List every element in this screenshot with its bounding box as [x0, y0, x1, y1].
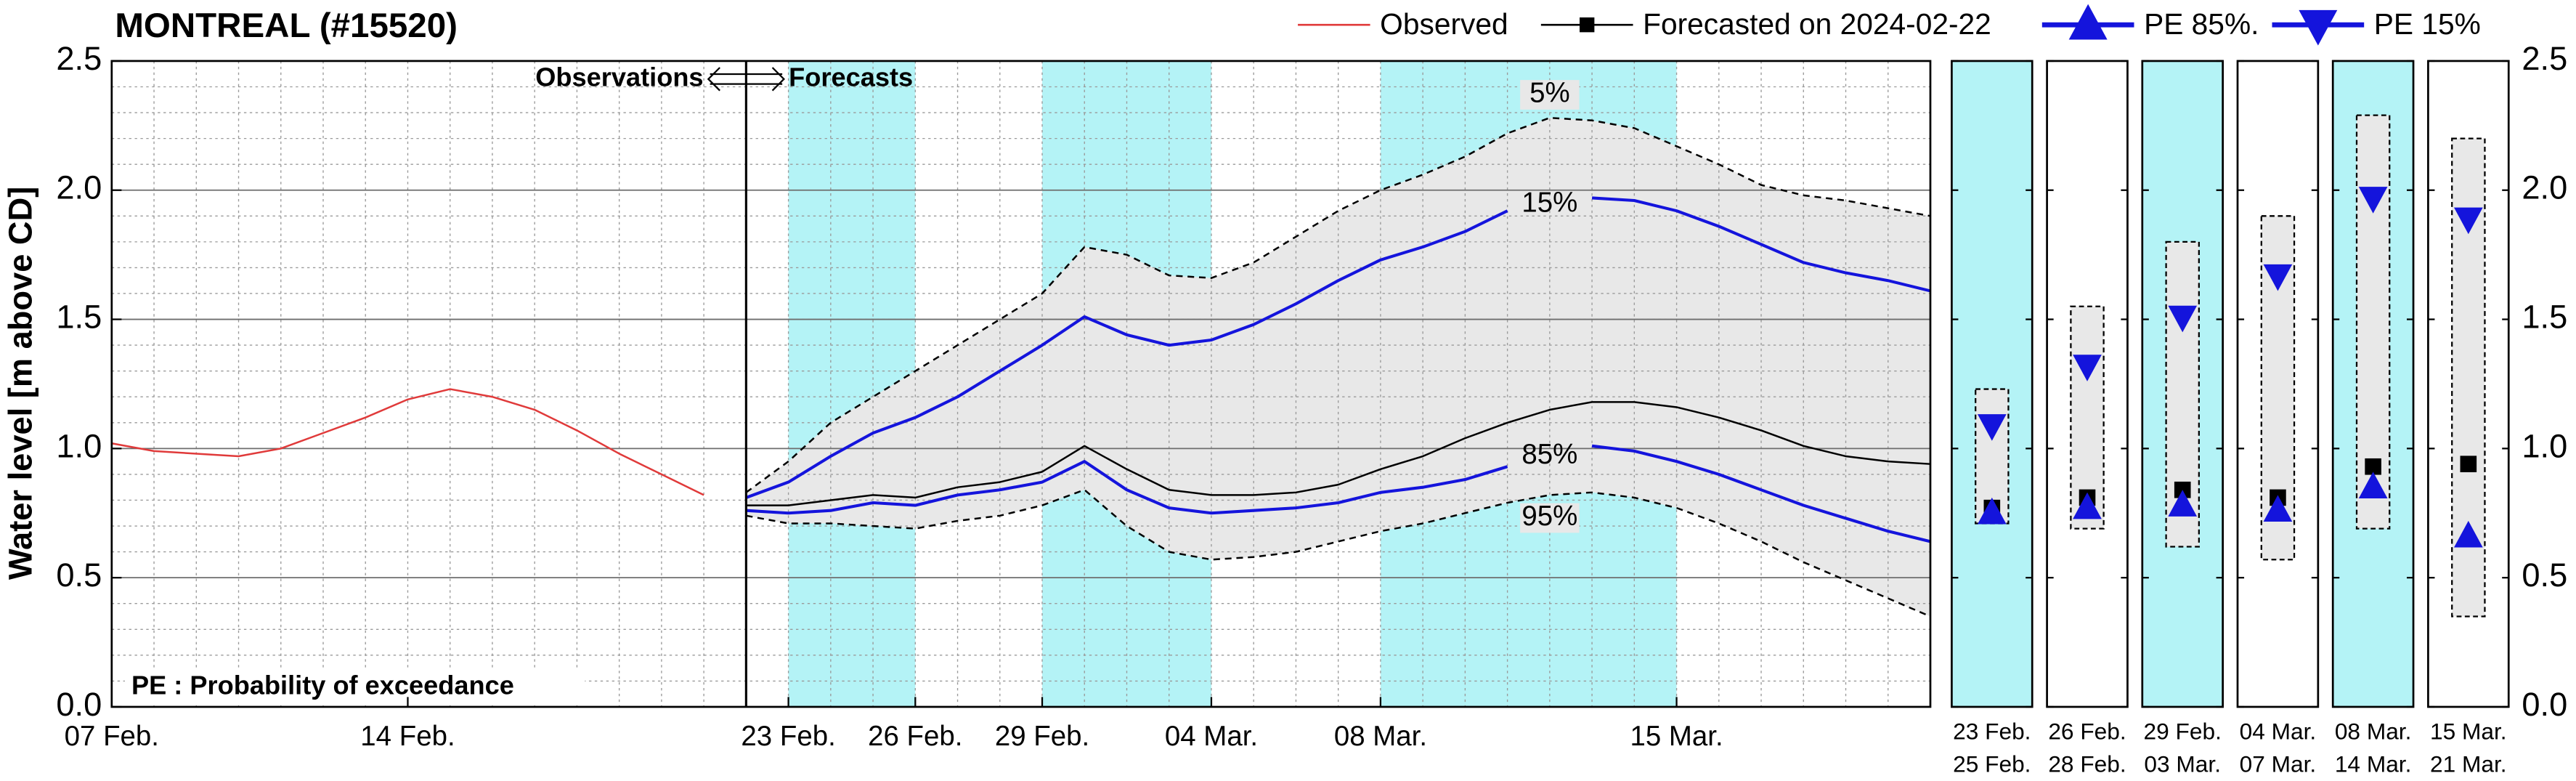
label-bg: [1520, 503, 1580, 533]
legend-label: PE 15%: [2374, 7, 2481, 41]
series-line: [746, 489, 1931, 618]
panel-period-end: 28 Feb.: [2048, 751, 2126, 777]
annotation: Forecasts: [789, 62, 913, 92]
x-tick-label: 15 Mar.: [1630, 721, 1723, 752]
marker-triangle-down: [2263, 264, 2293, 291]
curve-label: 95%: [1521, 501, 1577, 532]
panel-frame: [2331, 60, 2415, 708]
panel-period-start: 08 Mar.: [2335, 719, 2412, 745]
marker-triangle-up: [2453, 520, 2483, 548]
x-tick-label: 04 Mar.: [1165, 721, 1258, 752]
y-tick-label: 2.0: [56, 169, 102, 206]
marker-triangle-down: [2358, 187, 2388, 214]
panel-period-start: 15 Mar.: [2430, 719, 2507, 745]
y-axis-title: Water level [m above CD]: [2, 187, 39, 580]
panel-range-box: [2070, 305, 2105, 530]
y-tick-label: 0.0: [56, 686, 102, 723]
marker-triangle-down: [2453, 207, 2483, 235]
panel-period-end: 25 Feb.: [1953, 751, 2031, 777]
legend-label: PE 85%.: [2144, 7, 2259, 41]
marker-triangle-down: [2168, 305, 2198, 333]
panel-frame: [2046, 60, 2129, 708]
marker-triangle-up: [2263, 495, 2293, 522]
curve-label: 85%: [1521, 439, 1577, 470]
marker-triangle-down: [2299, 9, 2338, 46]
panel-period-start: 23 Feb.: [1953, 719, 2031, 745]
annotation: Observations: [535, 62, 703, 92]
marker-square: [2460, 456, 2477, 472]
panel-frame: [2141, 60, 2224, 708]
marker-triangle-down: [1977, 414, 2007, 441]
curve-label: 15%: [1521, 187, 1577, 218]
y-tick-label: 1.5: [56, 299, 102, 336]
y-tick-label: 1.0: [56, 427, 102, 464]
label-bg: [1520, 80, 1580, 110]
y2-tick-label: 0.5: [2522, 557, 2567, 594]
plot-frame: [110, 60, 1932, 708]
double-arrow: [707, 67, 785, 92]
note-bg: [124, 668, 585, 705]
y2-tick-label: 1.5: [2522, 299, 2567, 336]
panel-period-end: 14 Mar.: [2335, 751, 2412, 777]
y-tick-label: 2.5: [56, 40, 102, 77]
panel-period-start: 26 Feb.: [2048, 719, 2126, 745]
panel-frame: [2427, 60, 2510, 708]
curve-label: 5%: [1529, 78, 1570, 109]
series-line: [745, 196, 1931, 499]
marker-square: [1580, 17, 1595, 33]
chart-title: MONTREAL (#15520): [115, 7, 458, 45]
series-line: [746, 444, 1931, 543]
panel-bg: [1951, 60, 2033, 707]
marker-triangle-up: [1977, 497, 2007, 525]
panel-frame: [1951, 60, 2033, 708]
panel-period-end: 21 Mar.: [2430, 751, 2507, 777]
plot-layer: [111, 60, 1931, 708]
panel-period-end: 07 Mar.: [2240, 751, 2317, 777]
marker-triangle-up: [2073, 492, 2102, 519]
legend-label: Observed: [1380, 7, 1508, 41]
series-line: [111, 388, 704, 496]
marker-triangle-up: [2358, 472, 2388, 498]
x-tick-label: 14 Feb.: [360, 721, 455, 752]
x-tick-label: 29 Feb.: [995, 721, 1089, 752]
y2-tick-label: 0.0: [2522, 686, 2567, 723]
marker-triangle-up: [2068, 4, 2108, 40]
y-tick-label: 0.5: [56, 557, 102, 594]
y2-tick-label: 1.0: [2522, 427, 2567, 464]
marker-square: [2365, 458, 2381, 475]
note: PE : Probability of exceedance: [131, 670, 514, 700]
panel-period-start: 29 Feb.: [2144, 719, 2222, 745]
x-tick-label: 07 Feb.: [65, 721, 159, 752]
x-tick-label: 26 Feb.: [868, 721, 962, 752]
panel-frame: [2236, 60, 2320, 708]
marker-triangle-down: [2073, 355, 2102, 381]
x-tick-label: 08 Mar.: [1334, 721, 1427, 752]
marker-triangle-up: [2168, 490, 2198, 517]
panel-period-start: 04 Mar.: [2240, 719, 2317, 745]
series-line: [746, 401, 1931, 506]
panel-period-end: 03 Mar.: [2144, 751, 2221, 777]
y2-tick-label: 2.0: [2522, 169, 2567, 206]
series-line: [745, 116, 1931, 493]
y2-tick-label: 2.5: [2522, 40, 2567, 77]
x-tick-label: 23 Feb.: [741, 721, 835, 752]
legend-label: Forecasted on 2024-02-22: [1643, 7, 1991, 41]
